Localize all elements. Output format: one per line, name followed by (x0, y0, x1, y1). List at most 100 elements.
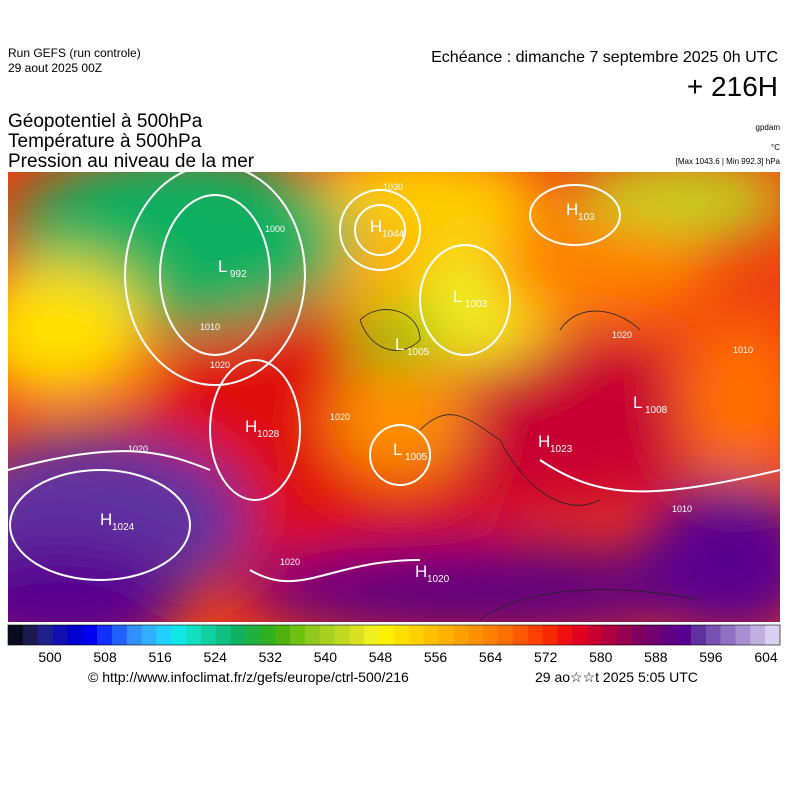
run-date: 29 aout 2025 00Z (8, 61, 102, 75)
contour-label: 1020 (330, 412, 350, 422)
unit: [Max 1043.6 | Min 992.3] hPa (676, 157, 781, 166)
colorbar-swatch (201, 625, 217, 645)
unit: °C (771, 143, 780, 152)
contour-label: 1020 (128, 444, 148, 454)
pressure-value: 1005 (405, 452, 428, 463)
pressure-center: L (453, 287, 462, 306)
colorbar-swatch (186, 625, 202, 645)
colorbar-tick-label: 532 (259, 649, 283, 665)
colorbar-tick-label: 580 (589, 649, 613, 665)
pressure-center: H (100, 510, 112, 529)
colorbar-tick-label: 500 (38, 649, 62, 665)
colorbar-swatch (542, 625, 558, 645)
colorbar-tick-label: 508 (93, 649, 117, 665)
colorbar-tick-label: 540 (314, 649, 338, 665)
lead-time: + 216H (687, 71, 778, 102)
colorbar-tick-label: 564 (479, 649, 503, 665)
colorbar-swatch (735, 625, 751, 645)
colorbar-swatch (765, 625, 781, 645)
colorbar-swatch (37, 625, 53, 645)
colorbar-swatch (319, 625, 335, 645)
colorbar-swatch (141, 625, 157, 645)
colorbar-swatch (171, 625, 187, 645)
colorbar-tick-label: 548 (369, 649, 393, 665)
contour-label: 1010 (733, 345, 753, 355)
colorbar-swatch (557, 625, 573, 645)
colorbar-swatch (453, 625, 469, 645)
colorbar-frame (7, 624, 781, 646)
colorbar-swatch (8, 625, 24, 645)
pressure-value: 1020 (427, 574, 450, 585)
colorbar-swatch (97, 625, 113, 645)
pressure-value: 1024 (112, 522, 135, 533)
colorbar-swatch (497, 625, 514, 645)
colorbar-swatch (126, 625, 142, 645)
pressure-value: 1044 (382, 229, 405, 240)
pressure-center: L (218, 257, 227, 276)
colorbar-swatch (676, 625, 692, 645)
colorbar-swatch (587, 625, 603, 645)
colorbar-swatch (750, 625, 766, 645)
colorbar-swatch (22, 625, 38, 645)
coastlines (359, 309, 701, 621)
colorbar-swatch (705, 625, 721, 645)
generated-time: 29 ao☆☆t 2025 5:05 UTC (535, 669, 698, 685)
pressure-center: L (633, 393, 642, 412)
contour-label: 1000 (265, 224, 285, 234)
colorbar-swatch (572, 625, 588, 645)
pressure-value: 1003 (465, 299, 488, 310)
colorbar: 500 508 516 524 532 540 548 556 564 572 580 588 596 6… (7, 624, 781, 665)
colorbar-swatch (423, 625, 439, 645)
valid-time: Echéance : dimanche 7 septembre 2025 0h … (431, 49, 778, 66)
contour-label: 1020 (280, 557, 300, 567)
colorbar-tick-label: 524 (204, 649, 228, 665)
run: Run GEFS (run controle) (8, 46, 141, 60)
colorbar-swatch (379, 625, 395, 645)
colorbar-swatch (349, 625, 365, 645)
colorbar-swatch (512, 625, 528, 645)
colorbar-swatch (720, 625, 736, 645)
colorbar-swatch (245, 625, 261, 645)
contour-label: 1020 (210, 360, 230, 370)
colorbar-swatch (275, 625, 291, 645)
pressure-center: H (370, 217, 382, 236)
pressure-value: 1005 (407, 347, 430, 358)
colorbar-swatch (616, 625, 632, 645)
field-shading (8, 172, 780, 622)
pressure-value: 992 (230, 269, 247, 280)
colorbar-tick-label: 556 (424, 649, 448, 665)
colorbar-tick-label: 588 (644, 649, 668, 665)
pressure-center: H (245, 417, 257, 436)
pressure-center: H (566, 200, 578, 219)
contour-label: 1020 (612, 330, 632, 340)
colorbar-tick-label: 604 (754, 649, 778, 665)
colorbar-swatch (230, 625, 246, 645)
colorbar-swatch (111, 625, 128, 645)
colorbar-swatch (646, 625, 662, 645)
isobars (8, 172, 780, 583)
colorbar-swatch (601, 625, 617, 645)
field-title: Pression au niveau de la mer (8, 151, 255, 172)
source-url: © http://www.infoclimat.fr/z/gefs/europe… (88, 669, 409, 685)
colorbar-swatch (690, 625, 707, 645)
pressure-center: H (415, 562, 427, 581)
pressure-value: 1023 (550, 444, 573, 455)
colorbar-swatch (394, 625, 410, 645)
pressure-value: 1028 (257, 429, 280, 440)
pressure-center: L (395, 335, 404, 354)
contour-label: 1010 (672, 504, 692, 514)
pressure-center: L (393, 440, 402, 459)
colorbar-tick-label: 572 (534, 649, 558, 665)
colorbar-swatch (408, 625, 424, 645)
pressure-value: 103 (578, 212, 595, 223)
unit: gpdam (756, 123, 781, 132)
colorbar-swatch (334, 625, 350, 645)
contour-label: 1030 (383, 182, 403, 192)
colorbar-swatch (215, 625, 231, 645)
colorbar-swatch (631, 625, 647, 645)
colorbar-swatch (483, 625, 499, 645)
colorbar-tick-label: 516 (148, 649, 172, 665)
colorbar-swatch (67, 625, 83, 645)
